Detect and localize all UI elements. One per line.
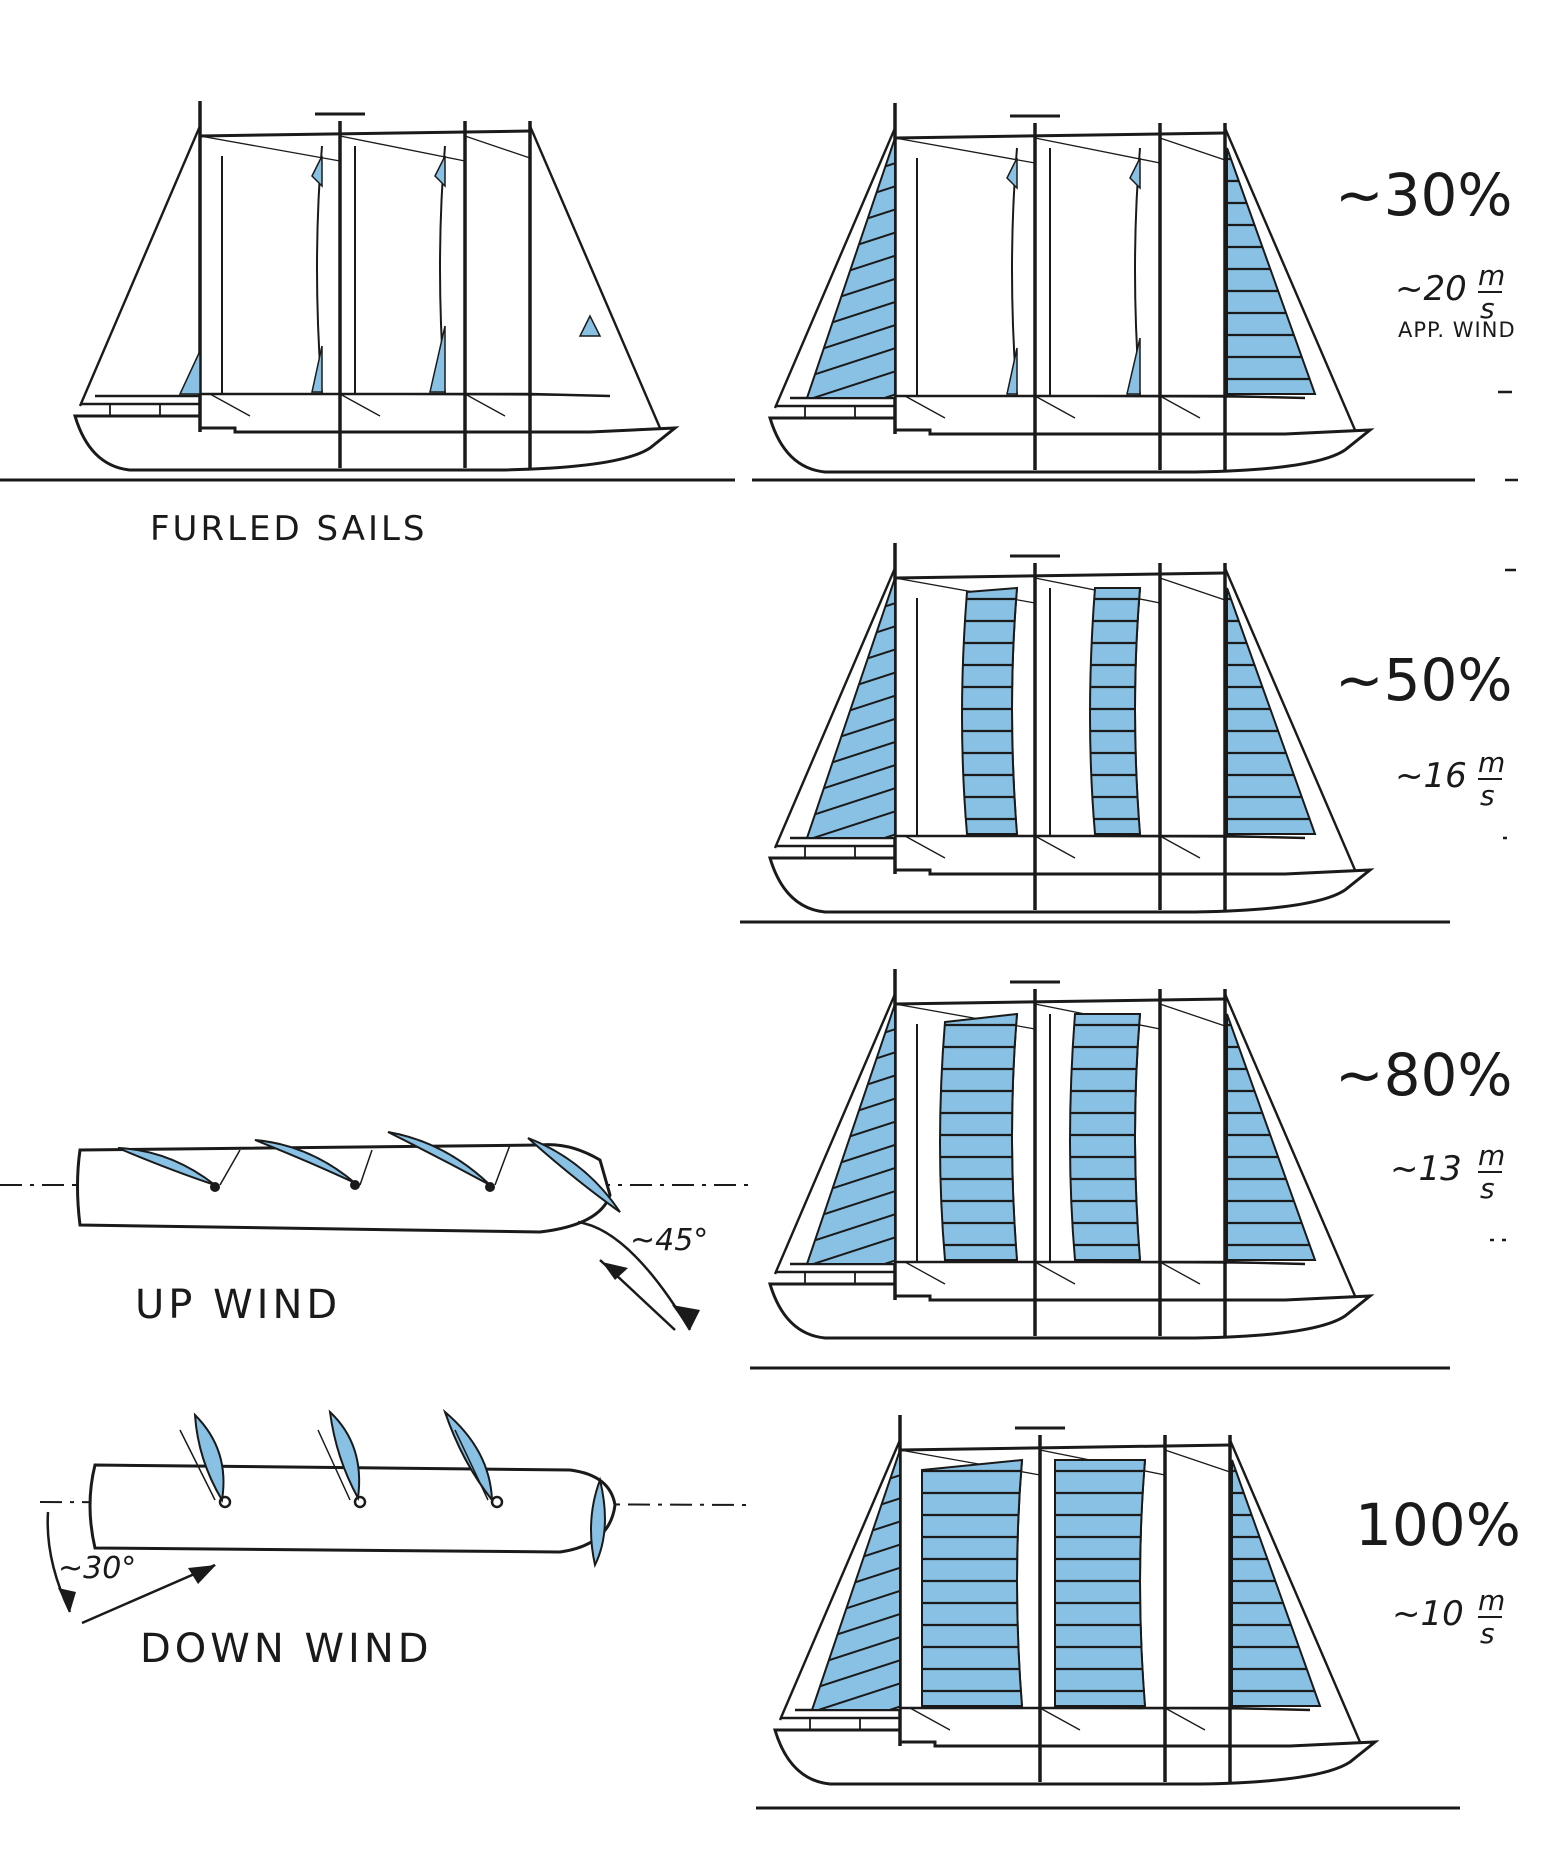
unit-denominator: s (1480, 1617, 1495, 1650)
furled-sails-ship (73, 99, 677, 472)
wind-speed-label: ~10 (1392, 1594, 1464, 1634)
unit-denominator: s (1480, 779, 1495, 812)
label-50: ~50% ~16 m s (1335, 646, 1513, 812)
downwind-angle-label: ~30° (58, 1551, 136, 1586)
wind-speed-label: ~13 (1390, 1149, 1462, 1189)
sail-percent-label: ~50% (1335, 646, 1513, 714)
unit-denominator: s (1480, 292, 1495, 325)
ship-100-percent (773, 1413, 1377, 1786)
scale-ticks (1490, 390, 1518, 1242)
label-80: ~80% ~13 m s (1335, 1041, 1513, 1205)
upwind-angle-label: ~45° (630, 1223, 708, 1258)
label-30: ~30% ~20 m s APP. WIND (1335, 161, 1516, 342)
sail-percent-label: 100% (1355, 1491, 1521, 1559)
downwind-caption: DOWN WIND (140, 1626, 433, 1672)
upwind-caption: UP WIND (135, 1282, 341, 1328)
unit-numerator: m (1478, 259, 1505, 292)
unit-numerator: m (1478, 1139, 1505, 1172)
sail-percent-label: ~30% (1335, 161, 1513, 229)
unit-numerator: m (1478, 746, 1505, 779)
ship-30-percent (768, 101, 1372, 474)
furled-sails-caption: FURLED SAILS (150, 509, 428, 549)
unit-denominator: s (1480, 1172, 1495, 1205)
ship-50-percent (768, 541, 1372, 914)
wind-speed-label: ~20 (1395, 269, 1467, 309)
apparent-wind-label: APP. WIND (1398, 318, 1516, 342)
ship-80-percent (768, 967, 1372, 1340)
label-100: 100% ~10 m s (1355, 1491, 1521, 1650)
unit-numerator: m (1478, 1584, 1505, 1617)
upwind-top-view: ~45° UP WIND (0, 1131, 750, 1331)
wind-speed-label: ~16 (1395, 756, 1467, 796)
sail-percent-label: ~80% (1335, 1041, 1513, 1109)
downwind-top-view: ~30° DOWN WIND (39, 1408, 751, 1672)
